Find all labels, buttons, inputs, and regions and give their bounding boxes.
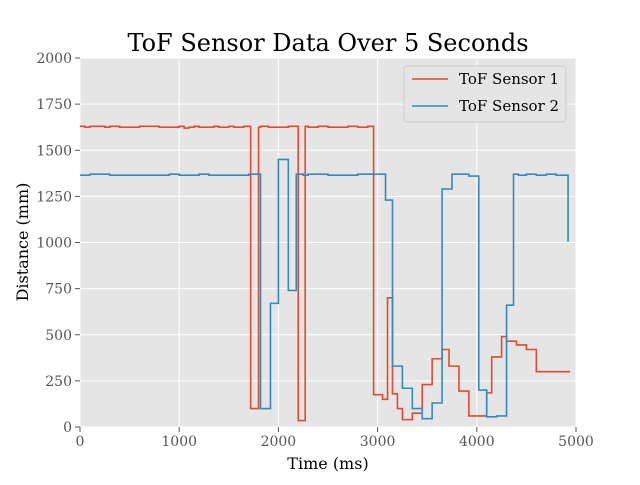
x-axis-label: Time (ms) [287,454,368,473]
y-tick-label: 250 [45,374,72,390]
series-line-2 [80,158,569,420]
x-tick-label: 5000 [558,434,594,450]
y-tick-label: 750 [45,282,72,298]
x-tick-label: 0 [76,434,85,450]
legend-box [403,65,567,123]
y-tick-label: 0 [63,420,72,436]
chart-title: ToF Sensor Data Over 5 Seconds [127,29,528,57]
y-tick-label: 1500 [36,143,72,159]
y-tick-label: 1750 [36,97,72,113]
grid-lines [79,57,577,428]
y-tick-label: 2000 [36,51,72,67]
series-line-1 [80,125,571,422]
y-tick-label: 500 [45,328,72,344]
x-tick-label: 1000 [161,434,197,450]
legend: ToF Sensor 1 ToF Sensor 2 [403,65,567,123]
legend-label: ToF Sensor 1 [459,70,559,88]
y-axis-label: Distance (mm) [13,183,32,302]
axes: 0 1000 2000 3000 4000 5000 0 250 500 750 1000 1250 1… [36,51,593,450]
x-tick-label: 4000 [459,434,495,450]
series-layer [80,125,571,422]
y-tick-label: 1250 [36,189,72,205]
y-tick-label: 1000 [36,236,72,252]
x-tick-label: 3000 [360,434,396,450]
x-tick-label: 2000 [261,434,297,450]
legend-label: ToF Sensor 2 [459,97,559,115]
